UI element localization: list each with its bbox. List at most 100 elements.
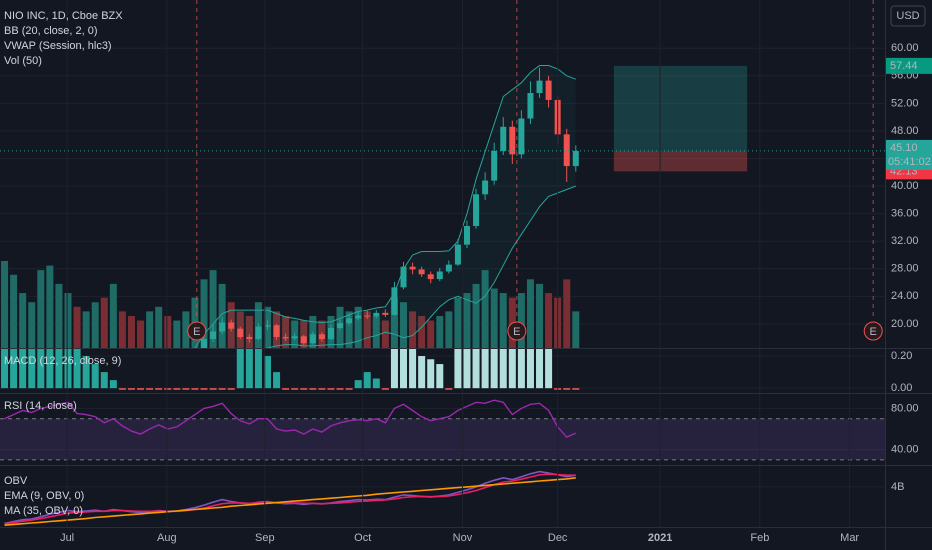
currency[interactable]: USD — [896, 10, 919, 22]
macd-bar — [19, 349, 27, 389]
macd-bar — [182, 388, 190, 390]
legend-item: EMA (9, OBV, 0) — [4, 490, 84, 502]
target-tag: 57.44 — [890, 60, 918, 72]
macd-bar — [336, 388, 344, 390]
candle-body — [473, 194, 480, 227]
macd-bar — [508, 349, 516, 389]
volume-bar — [164, 315, 172, 348]
candle-body — [228, 322, 235, 329]
candle-body — [382, 312, 389, 315]
volume-bar — [200, 279, 208, 348]
volume-bar — [427, 320, 435, 348]
macd-bar — [91, 364, 99, 389]
candle-body — [300, 336, 307, 344]
volume-bar — [218, 283, 226, 348]
volume-bar — [563, 279, 571, 348]
volume-bar — [354, 306, 362, 348]
x-tick-label: Feb — [750, 532, 769, 544]
volume-bar — [28, 302, 36, 348]
volume-bar — [526, 279, 534, 348]
volume-bar — [363, 311, 371, 348]
candle-body — [436, 271, 443, 280]
macd-bar — [28, 349, 36, 389]
y-tick-label: 28.00 — [891, 263, 919, 275]
y-tick-label: 40.00 — [891, 443, 919, 455]
candle-body — [536, 80, 543, 94]
last-price-tag-bg — [886, 139, 932, 170]
y-tick-label: 32.00 — [891, 235, 919, 247]
macd-pane — [0, 349, 885, 390]
candle-body — [409, 266, 416, 270]
y-tick-label: 40.00 — [891, 180, 919, 192]
macd-bar — [273, 372, 281, 389]
y-tick-label: 4B — [891, 481, 904, 493]
macd-bar — [427, 359, 435, 389]
macd-bar — [218, 388, 226, 390]
volume-bar — [109, 283, 117, 348]
macd-bar — [517, 349, 525, 389]
volume-bar — [472, 283, 480, 348]
rsi-line — [4, 399, 577, 439]
macd-bar — [236, 349, 244, 389]
volume-bar — [372, 315, 380, 348]
macd-bar — [309, 388, 317, 390]
macd-bar — [436, 364, 444, 389]
macd-bar — [454, 349, 462, 389]
position-stop-zone — [613, 150, 748, 172]
candle-body — [373, 312, 380, 317]
candle-body — [291, 336, 298, 339]
volume-bar — [499, 293, 507, 348]
macd-bar — [418, 356, 426, 389]
volume-bar — [409, 311, 417, 348]
candle-body — [282, 336, 289, 339]
volume-bar — [282, 315, 290, 348]
candle-body — [327, 328, 334, 340]
candle-body — [219, 322, 226, 332]
volume-bar — [137, 320, 145, 348]
macd-bar — [164, 388, 172, 390]
macd-bar — [363, 372, 371, 389]
candle-body — [246, 336, 253, 340]
volume-bar — [1, 261, 9, 348]
candle-body — [346, 318, 353, 324]
candle-body — [454, 244, 461, 265]
volume-bar — [173, 320, 181, 348]
volume-bar — [445, 311, 453, 348]
legend-item: BB (20, close, 2, 0) — [4, 25, 98, 37]
macd-bar — [146, 388, 154, 390]
macd-bar — [481, 349, 489, 389]
volume-bar — [82, 311, 90, 348]
volume-bar — [146, 311, 154, 348]
candle-body — [418, 269, 425, 275]
x-tick-label: Nov — [453, 532, 473, 544]
macd-bar — [563, 388, 571, 390]
legend-item: Vol (50) — [4, 55, 42, 67]
candle-body — [201, 339, 208, 348]
rsi-title: RSI (14, close) — [4, 400, 77, 412]
macd-bar — [191, 388, 199, 390]
currency-button[interactable] — [890, 5, 926, 27]
volume-bar — [209, 270, 217, 348]
macd-bar — [173, 388, 181, 390]
volume-bar — [463, 293, 471, 348]
candle-body — [427, 274, 434, 280]
volume-bar — [400, 302, 408, 348]
macd-bar — [318, 388, 326, 390]
volume-bar — [10, 274, 18, 348]
macd-bar — [245, 349, 253, 389]
candle-body — [355, 315, 362, 319]
obv-line — [4, 473, 576, 525]
candle-body — [364, 315, 371, 317]
volume-bar — [536, 283, 544, 348]
macd-bar — [409, 349, 417, 389]
rsi-pane — [0, 399, 885, 461]
volume-bar — [345, 311, 353, 348]
volume-bar — [454, 297, 462, 348]
macd-bar — [10, 349, 18, 389]
candle-body — [527, 93, 534, 119]
legend-item: OBV — [4, 475, 28, 487]
macd-bar — [545, 349, 553, 389]
